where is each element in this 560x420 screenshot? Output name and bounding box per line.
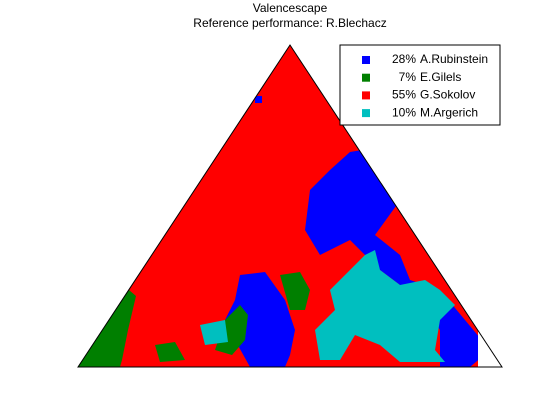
region [255,96,262,103]
region [315,250,455,362]
region [200,320,228,345]
region [78,290,136,367]
legend-swatch [362,73,370,82]
legend-swatch [362,109,370,118]
legend-percent: 28% [392,52,416,66]
legend-percent: 10% [392,105,416,119]
legend-swatch [362,56,370,64]
legend-percent: 7% [399,70,417,84]
legend-swatch [362,91,370,100]
region [155,342,185,362]
triangle-frame [77,44,503,368]
chart-subtitle: Reference performance: R.Blechacz [193,16,386,30]
legend-percent: 55% [392,88,416,102]
region [280,272,310,310]
region [225,272,295,367]
valence-map [78,45,502,367]
chart-title: Valencescape [253,1,328,15]
legend-label: M.Argerich [420,105,478,119]
legend-label: E.Gilels [420,70,461,84]
legend-label: A.Rubinstein [420,52,488,66]
legend-label: G.Sokolov [420,88,475,102]
